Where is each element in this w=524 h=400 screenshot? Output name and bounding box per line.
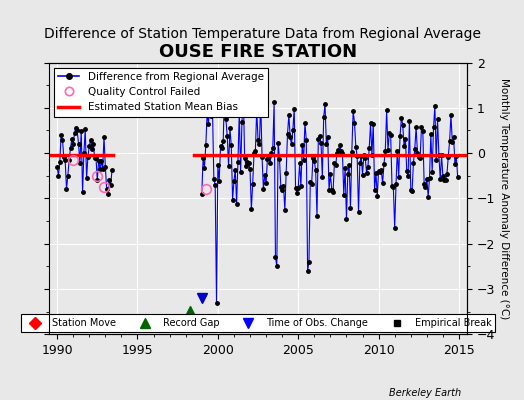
Text: Difference of Station Temperature Data from Regional Average: Difference of Station Temperature Data f… xyxy=(43,27,481,41)
Legend: Station Move, Record Gap, Time of Obs. Change, Empirical Break: Station Move, Record Gap, Time of Obs. C… xyxy=(21,314,495,332)
Text: Berkeley Earth: Berkeley Earth xyxy=(389,388,461,398)
Title: OUSE FIRE STATION: OUSE FIRE STATION xyxy=(159,43,357,61)
Y-axis label: Monthly Temperature Anomaly Difference (°C): Monthly Temperature Anomaly Difference (… xyxy=(499,78,509,319)
